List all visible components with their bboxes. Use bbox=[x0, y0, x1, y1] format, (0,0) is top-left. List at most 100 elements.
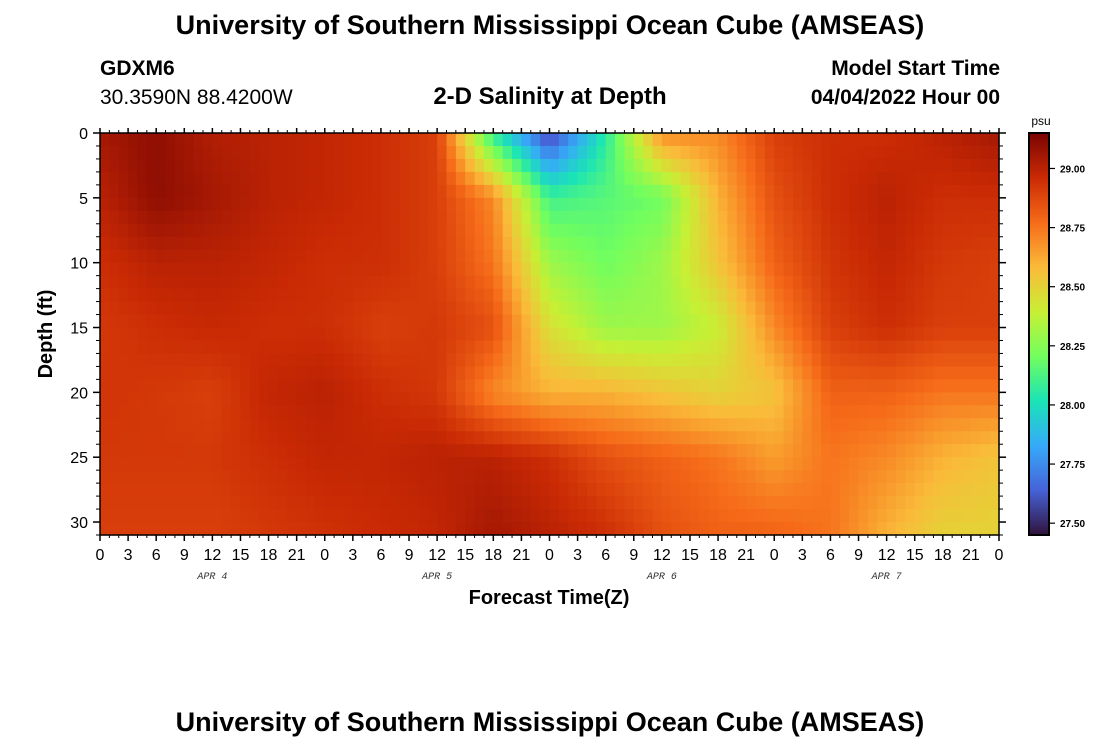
heatmap-cell bbox=[240, 470, 251, 484]
heatmap-cell bbox=[315, 249, 326, 264]
heatmap-cell bbox=[783, 483, 794, 497]
heatmap-cell bbox=[371, 314, 382, 329]
heatmap-cell bbox=[306, 275, 316, 290]
heatmap-cell bbox=[961, 405, 972, 419]
heatmap-cell bbox=[277, 418, 288, 432]
heatmap-cell bbox=[849, 158, 860, 173]
heatmap-cell bbox=[437, 210, 448, 225]
heatmap-cell bbox=[811, 236, 822, 251]
heatmap-cell bbox=[502, 249, 513, 264]
heatmap-cell bbox=[568, 405, 579, 419]
heatmap-cell bbox=[615, 158, 626, 173]
heatmap-cell bbox=[652, 275, 663, 290]
heatmap-cell bbox=[980, 262, 991, 277]
heatmap-cell bbox=[137, 392, 148, 406]
heatmap-cell bbox=[633, 405, 644, 419]
heatmap-cell bbox=[352, 288, 363, 303]
heatmap-cell bbox=[343, 379, 354, 393]
heatmap-cell bbox=[821, 249, 832, 264]
heatmap-cell bbox=[118, 340, 129, 355]
heatmap-cell bbox=[231, 197, 242, 212]
heatmap-cell bbox=[755, 483, 766, 497]
heatmap-cell bbox=[849, 470, 860, 484]
heatmap-cell bbox=[821, 210, 832, 225]
heatmap-cell bbox=[839, 431, 850, 445]
heatmap-cell bbox=[212, 353, 223, 368]
heatmap-cell bbox=[886, 470, 897, 484]
heatmap-cell bbox=[736, 327, 747, 342]
heatmap-cell bbox=[746, 418, 757, 432]
heatmap-cell bbox=[512, 405, 522, 419]
heatmap-cell bbox=[605, 249, 616, 264]
heatmap-cell bbox=[596, 470, 607, 484]
heatmap-cell bbox=[483, 496, 494, 510]
heatmap-cell bbox=[961, 184, 972, 199]
heatmap-cell bbox=[849, 171, 860, 186]
heatmap-cell bbox=[512, 262, 522, 277]
heatmap-cell bbox=[689, 392, 700, 406]
heatmap-cell bbox=[755, 496, 766, 510]
heatmap-cell bbox=[493, 418, 504, 432]
heatmap-cell bbox=[231, 327, 242, 342]
heatmap-cell bbox=[568, 275, 579, 290]
heatmap-cell bbox=[615, 327, 626, 342]
heatmap-cell bbox=[727, 366, 738, 380]
heatmap-cell bbox=[764, 431, 775, 445]
heatmap-cell bbox=[596, 184, 607, 199]
heatmap-cell bbox=[596, 275, 607, 290]
heatmap-cell bbox=[961, 418, 972, 432]
heatmap-cell bbox=[643, 133, 654, 147]
heatmap-cell bbox=[615, 314, 626, 329]
heatmap-cell bbox=[259, 236, 270, 251]
heatmap-cell bbox=[240, 262, 251, 277]
heatmap-cell bbox=[371, 184, 382, 199]
heatmap-cell bbox=[446, 301, 457, 316]
heatmap-cell bbox=[521, 249, 532, 264]
heatmap-cell bbox=[942, 444, 953, 458]
heatmap-cell bbox=[174, 262, 185, 277]
heatmap-cell bbox=[193, 197, 204, 212]
heatmap-cell bbox=[849, 223, 860, 238]
heatmap-cell bbox=[633, 288, 644, 303]
heatmap-cell bbox=[708, 145, 719, 160]
heatmap-cell bbox=[240, 353, 251, 368]
heatmap-cell bbox=[455, 418, 466, 432]
heatmap-cell bbox=[577, 353, 588, 368]
heatmap-cell bbox=[268, 197, 279, 212]
heatmap-cell bbox=[839, 340, 850, 355]
heatmap-cell bbox=[296, 314, 307, 329]
heatmap-cell bbox=[100, 470, 110, 484]
heatmap-cell bbox=[783, 262, 794, 277]
heatmap-cell bbox=[895, 314, 906, 329]
heatmap-cell bbox=[268, 405, 279, 419]
heatmap-cell bbox=[287, 470, 298, 484]
heatmap-cell bbox=[287, 210, 298, 225]
heatmap-cell bbox=[689, 223, 700, 238]
heatmap-cell bbox=[352, 418, 363, 432]
heatmap-cell bbox=[362, 392, 373, 406]
heatmap-cell bbox=[109, 327, 120, 342]
heatmap-cell bbox=[203, 210, 213, 225]
heatmap-cell bbox=[502, 457, 513, 471]
heatmap-cell bbox=[287, 262, 298, 277]
heatmap-cell bbox=[736, 145, 747, 160]
heatmap-cell bbox=[615, 444, 626, 458]
heatmap-cell bbox=[980, 392, 991, 406]
heatmap-cell bbox=[334, 444, 345, 458]
heatmap-cell bbox=[914, 431, 925, 445]
heatmap-cell bbox=[755, 470, 766, 484]
heatmap-cell bbox=[109, 483, 120, 497]
heatmap-cell bbox=[174, 353, 185, 368]
heatmap-cell bbox=[530, 210, 541, 225]
heatmap-cell bbox=[643, 470, 654, 484]
heatmap-cell bbox=[933, 262, 944, 277]
heatmap-cell bbox=[362, 171, 373, 186]
heatmap-cell bbox=[118, 392, 129, 406]
heatmap-cell bbox=[924, 405, 935, 419]
heatmap-cell bbox=[334, 133, 345, 147]
heatmap-cell bbox=[689, 379, 700, 393]
heatmap-cell bbox=[568, 392, 579, 406]
heatmap-cell bbox=[989, 366, 1000, 380]
heatmap-cell bbox=[568, 236, 579, 251]
heatmap-cell bbox=[970, 158, 981, 173]
